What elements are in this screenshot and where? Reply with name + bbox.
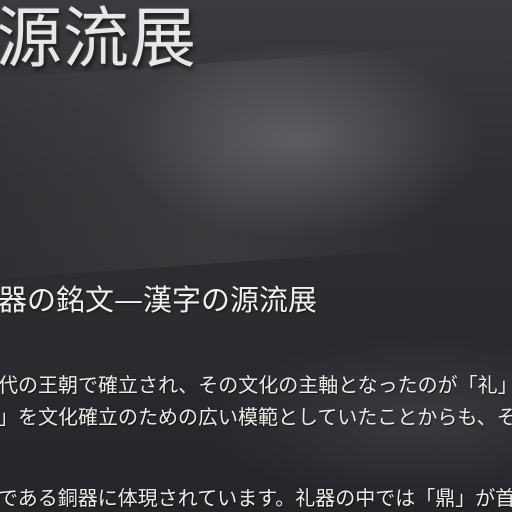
sign-large-title: 源流展 bbox=[0, 0, 197, 77]
sign-body-line-3: である銅器に体現されています。礼器の中では「鼎」が首位にあり bbox=[0, 486, 512, 510]
sign-exhibition-title: 器の銘文—漢字の源流展 bbox=[0, 283, 318, 317]
sign-body-line-1: 代の王朝で確立され、その文化の主軸となったのが「礼」と「楽」 bbox=[0, 373, 512, 397]
sign-body-line-2: 」を文化確立のための広い模範としていたことからも、その重 bbox=[0, 405, 512, 429]
